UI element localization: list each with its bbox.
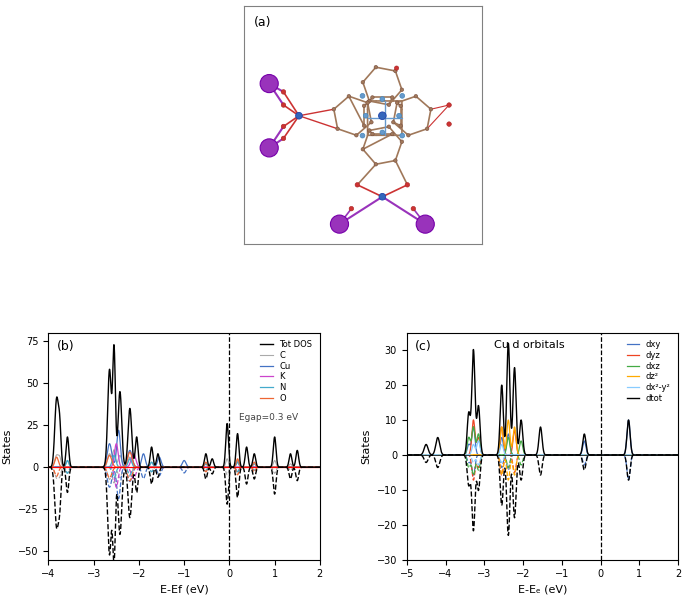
Circle shape (379, 193, 385, 200)
Circle shape (411, 207, 416, 211)
Circle shape (374, 162, 378, 166)
Circle shape (355, 183, 360, 187)
Text: Cu d orbitals: Cu d orbitals (493, 339, 564, 349)
Circle shape (260, 74, 278, 93)
Circle shape (394, 69, 397, 73)
Circle shape (360, 93, 365, 98)
Circle shape (400, 93, 405, 98)
Text: (c): (c) (415, 339, 432, 352)
Circle shape (387, 103, 391, 106)
Circle shape (374, 66, 377, 68)
Circle shape (394, 66, 399, 70)
Circle shape (380, 97, 385, 101)
Circle shape (390, 132, 394, 136)
Circle shape (447, 122, 451, 126)
Legend: Tot DOS, C, Cu, K, N, O: Tot DOS, C, Cu, K, N, O (257, 337, 316, 406)
Circle shape (399, 124, 403, 127)
Circle shape (370, 121, 373, 124)
Circle shape (349, 207, 354, 211)
Circle shape (371, 96, 374, 99)
Circle shape (371, 132, 374, 136)
Circle shape (392, 121, 395, 124)
Circle shape (379, 112, 386, 119)
Circle shape (363, 104, 366, 108)
Circle shape (394, 69, 397, 73)
Circle shape (367, 129, 371, 132)
Circle shape (380, 130, 385, 135)
Circle shape (400, 133, 405, 138)
Circle shape (447, 103, 451, 107)
Circle shape (330, 215, 349, 233)
X-axis label: E-Eₑ (eV): E-Eₑ (eV) (518, 585, 567, 595)
Circle shape (394, 159, 397, 162)
Legend: dxy, dyz, dxz, dz², dx²-y², dtot: dxy, dyz, dxz, dz², dx²-y², dtot (623, 337, 674, 406)
Circle shape (281, 90, 286, 94)
Circle shape (400, 88, 403, 92)
Circle shape (407, 133, 410, 137)
Text: Egap=0.3 eV: Egap=0.3 eV (239, 413, 298, 422)
Circle shape (366, 101, 370, 105)
Text: (b): (b) (57, 339, 74, 352)
Text: (a): (a) (254, 15, 271, 29)
Circle shape (414, 95, 418, 98)
Circle shape (387, 125, 391, 129)
Circle shape (399, 104, 403, 108)
Circle shape (416, 215, 435, 233)
Circle shape (361, 148, 365, 151)
Circle shape (360, 133, 365, 138)
Circle shape (363, 124, 366, 127)
Circle shape (374, 65, 378, 69)
Circle shape (394, 159, 397, 162)
Y-axis label: States: States (3, 429, 12, 464)
Circle shape (281, 136, 286, 141)
Circle shape (336, 127, 339, 130)
X-axis label: E-Ef (eV): E-Ef (eV) (160, 585, 208, 595)
Circle shape (347, 95, 351, 98)
Circle shape (374, 163, 377, 165)
Circle shape (395, 101, 399, 105)
Circle shape (260, 139, 278, 157)
Circle shape (336, 127, 339, 130)
Circle shape (405, 183, 410, 187)
Circle shape (295, 113, 302, 119)
Circle shape (426, 127, 428, 130)
Circle shape (363, 113, 368, 118)
Circle shape (426, 127, 429, 130)
Circle shape (333, 108, 335, 111)
Circle shape (281, 124, 286, 129)
Circle shape (397, 113, 401, 118)
Circle shape (390, 96, 394, 99)
Circle shape (430, 108, 432, 111)
Y-axis label: States: States (361, 429, 371, 464)
Circle shape (400, 140, 403, 143)
Circle shape (332, 108, 336, 111)
Circle shape (367, 99, 371, 103)
Circle shape (361, 81, 365, 84)
Circle shape (281, 103, 286, 107)
Circle shape (354, 133, 358, 137)
Circle shape (429, 108, 432, 111)
